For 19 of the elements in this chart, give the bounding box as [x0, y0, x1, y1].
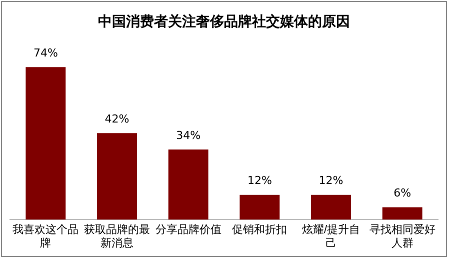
x-tick-label: 炫耀/提升自己 [302, 223, 360, 250]
data-label: 42% [104, 112, 130, 126]
bar [382, 207, 422, 220]
x-tick-label: 分享品牌价值 [155, 223, 222, 236]
data-label: 12% [247, 174, 272, 188]
chart-title: 中国消费者关注奢侈品牌社交媒体的原因 [98, 13, 350, 30]
x-tick-label: 我喜欢这个品牌 [12, 223, 79, 250]
x-tick-label: 寻找相同爱好人群 [369, 223, 436, 250]
bar [240, 194, 280, 220]
data-label: 74% [33, 46, 58, 60]
data-label: 34% [176, 128, 201, 142]
data-label: 6% [394, 186, 412, 200]
bar [311, 194, 351, 220]
bar [26, 67, 66, 220]
bar [168, 150, 208, 220]
x-tick-label: 获取品牌的最新消息 [84, 223, 150, 250]
x-tick-label: 促销和折扣 [232, 223, 288, 236]
bar [97, 133, 137, 220]
data-label: 12% [318, 174, 344, 188]
